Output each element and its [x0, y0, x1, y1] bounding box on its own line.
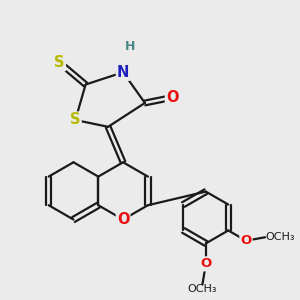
Text: O: O: [240, 234, 252, 247]
Text: OCH₃: OCH₃: [188, 284, 217, 294]
Text: S: S: [70, 112, 81, 128]
Text: H: H: [125, 40, 135, 53]
Text: O: O: [166, 90, 178, 105]
Text: OCH₃: OCH₃: [265, 232, 295, 242]
Text: S: S: [54, 55, 65, 70]
Text: O: O: [117, 212, 129, 227]
Text: N: N: [117, 65, 129, 80]
Text: O: O: [200, 257, 212, 270]
